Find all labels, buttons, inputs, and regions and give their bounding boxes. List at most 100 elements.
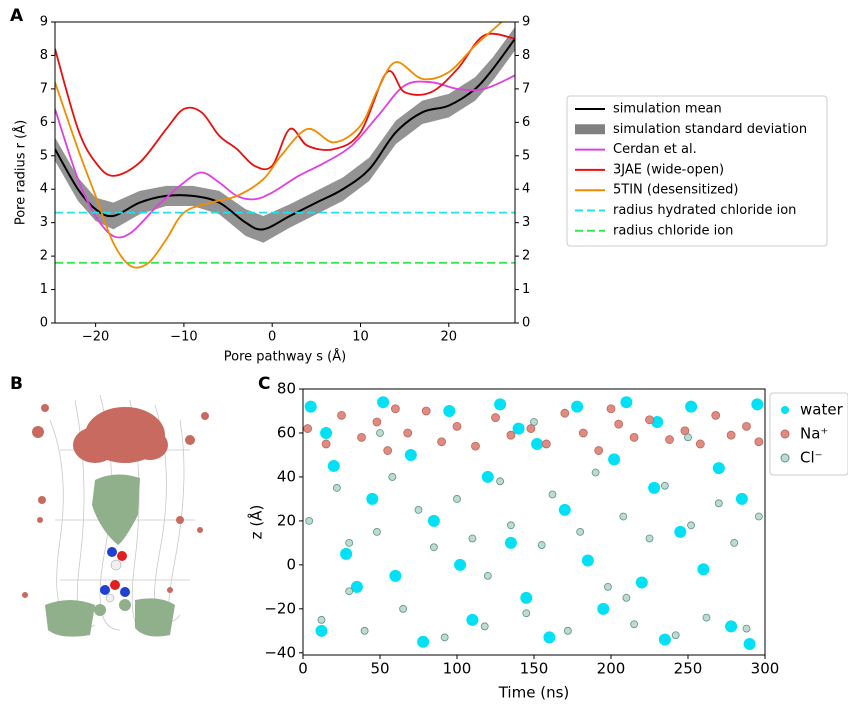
point (321, 439, 331, 449)
point (530, 418, 538, 426)
point (376, 429, 384, 437)
point (735, 492, 748, 505)
legend-label: Na⁺ (800, 425, 828, 443)
y-tick-label: 0 (522, 316, 530, 331)
point (332, 484, 341, 492)
point (468, 534, 477, 543)
point (671, 631, 680, 640)
x-tick-label: 150 (520, 660, 549, 678)
point (504, 536, 517, 549)
point (578, 428, 588, 438)
point (711, 410, 721, 420)
legend-label: radius hydrated chloride ion (613, 203, 796, 218)
y-tick-label: 6 (522, 115, 530, 130)
point (414, 506, 423, 514)
point (674, 525, 687, 538)
point (320, 426, 333, 439)
point (648, 481, 661, 494)
point (304, 400, 317, 413)
point (506, 521, 515, 530)
point (360, 626, 369, 635)
point (506, 430, 516, 440)
point (345, 587, 354, 596)
legend-label: 5TIN (desensitized) (613, 183, 738, 198)
point (327, 459, 340, 472)
point (591, 468, 600, 477)
point (421, 406, 431, 416)
point (305, 517, 314, 525)
legend-box (769, 392, 848, 476)
plot-area (55, 22, 515, 269)
point (622, 593, 631, 602)
point (303, 424, 313, 433)
point (754, 437, 764, 447)
point (483, 571, 492, 580)
y-tick-label: 4 (40, 182, 48, 197)
y-tick-label: 80 (277, 380, 296, 398)
point (531, 437, 544, 450)
point (712, 462, 725, 475)
point (377, 396, 390, 409)
point (480, 622, 489, 631)
x-axis-label: Time (ns) (498, 684, 570, 702)
point (597, 602, 610, 615)
point (337, 410, 346, 420)
point (427, 514, 440, 527)
point (680, 426, 690, 436)
legend-marker (780, 429, 790, 439)
point (315, 624, 328, 637)
series-line (55, 32, 515, 177)
y-tick-label: 4 (522, 182, 530, 197)
y-tick-label: 2 (40, 249, 48, 264)
point (520, 591, 533, 604)
point (403, 428, 413, 438)
x-tick-label: −20 (82, 330, 109, 345)
point (417, 635, 430, 648)
point (558, 503, 571, 516)
point (372, 417, 382, 427)
point (620, 396, 633, 409)
point (594, 446, 604, 455)
y-tick-label: 5 (40, 148, 48, 163)
point (471, 441, 480, 451)
point (742, 421, 751, 431)
point (383, 446, 393, 455)
point (350, 580, 363, 593)
point (512, 422, 525, 435)
point (685, 400, 698, 413)
point (695, 439, 705, 449)
point (345, 538, 354, 547)
point (522, 609, 531, 618)
point (526, 424, 536, 433)
point (453, 495, 461, 503)
y-axis-label: z (Å) (247, 505, 266, 540)
axes-frame (54, 21, 516, 324)
y-tick-label: 6 (40, 115, 48, 130)
legend-marker (781, 406, 789, 414)
point (665, 435, 674, 444)
point (366, 492, 379, 505)
point (390, 404, 400, 414)
point (661, 481, 669, 490)
x-tick-label: 50 (370, 660, 389, 678)
panel-label: B (10, 374, 23, 394)
point (658, 633, 671, 646)
point (494, 398, 507, 411)
y-tick-label: 1 (40, 282, 48, 297)
legend-box (566, 95, 828, 247)
point (725, 620, 738, 633)
point (389, 569, 402, 582)
point (702, 613, 711, 622)
y-tick-label: 5 (522, 148, 530, 163)
point (548, 490, 557, 499)
point (726, 430, 736, 440)
x-tick-label: 300 (751, 660, 780, 678)
point (466, 613, 479, 626)
point (645, 534, 654, 543)
y-tick-label: 2 (522, 249, 530, 264)
point (340, 547, 353, 560)
axes-frame (302, 388, 766, 656)
point (560, 408, 570, 418)
x-tick-label: 100 (443, 660, 472, 678)
